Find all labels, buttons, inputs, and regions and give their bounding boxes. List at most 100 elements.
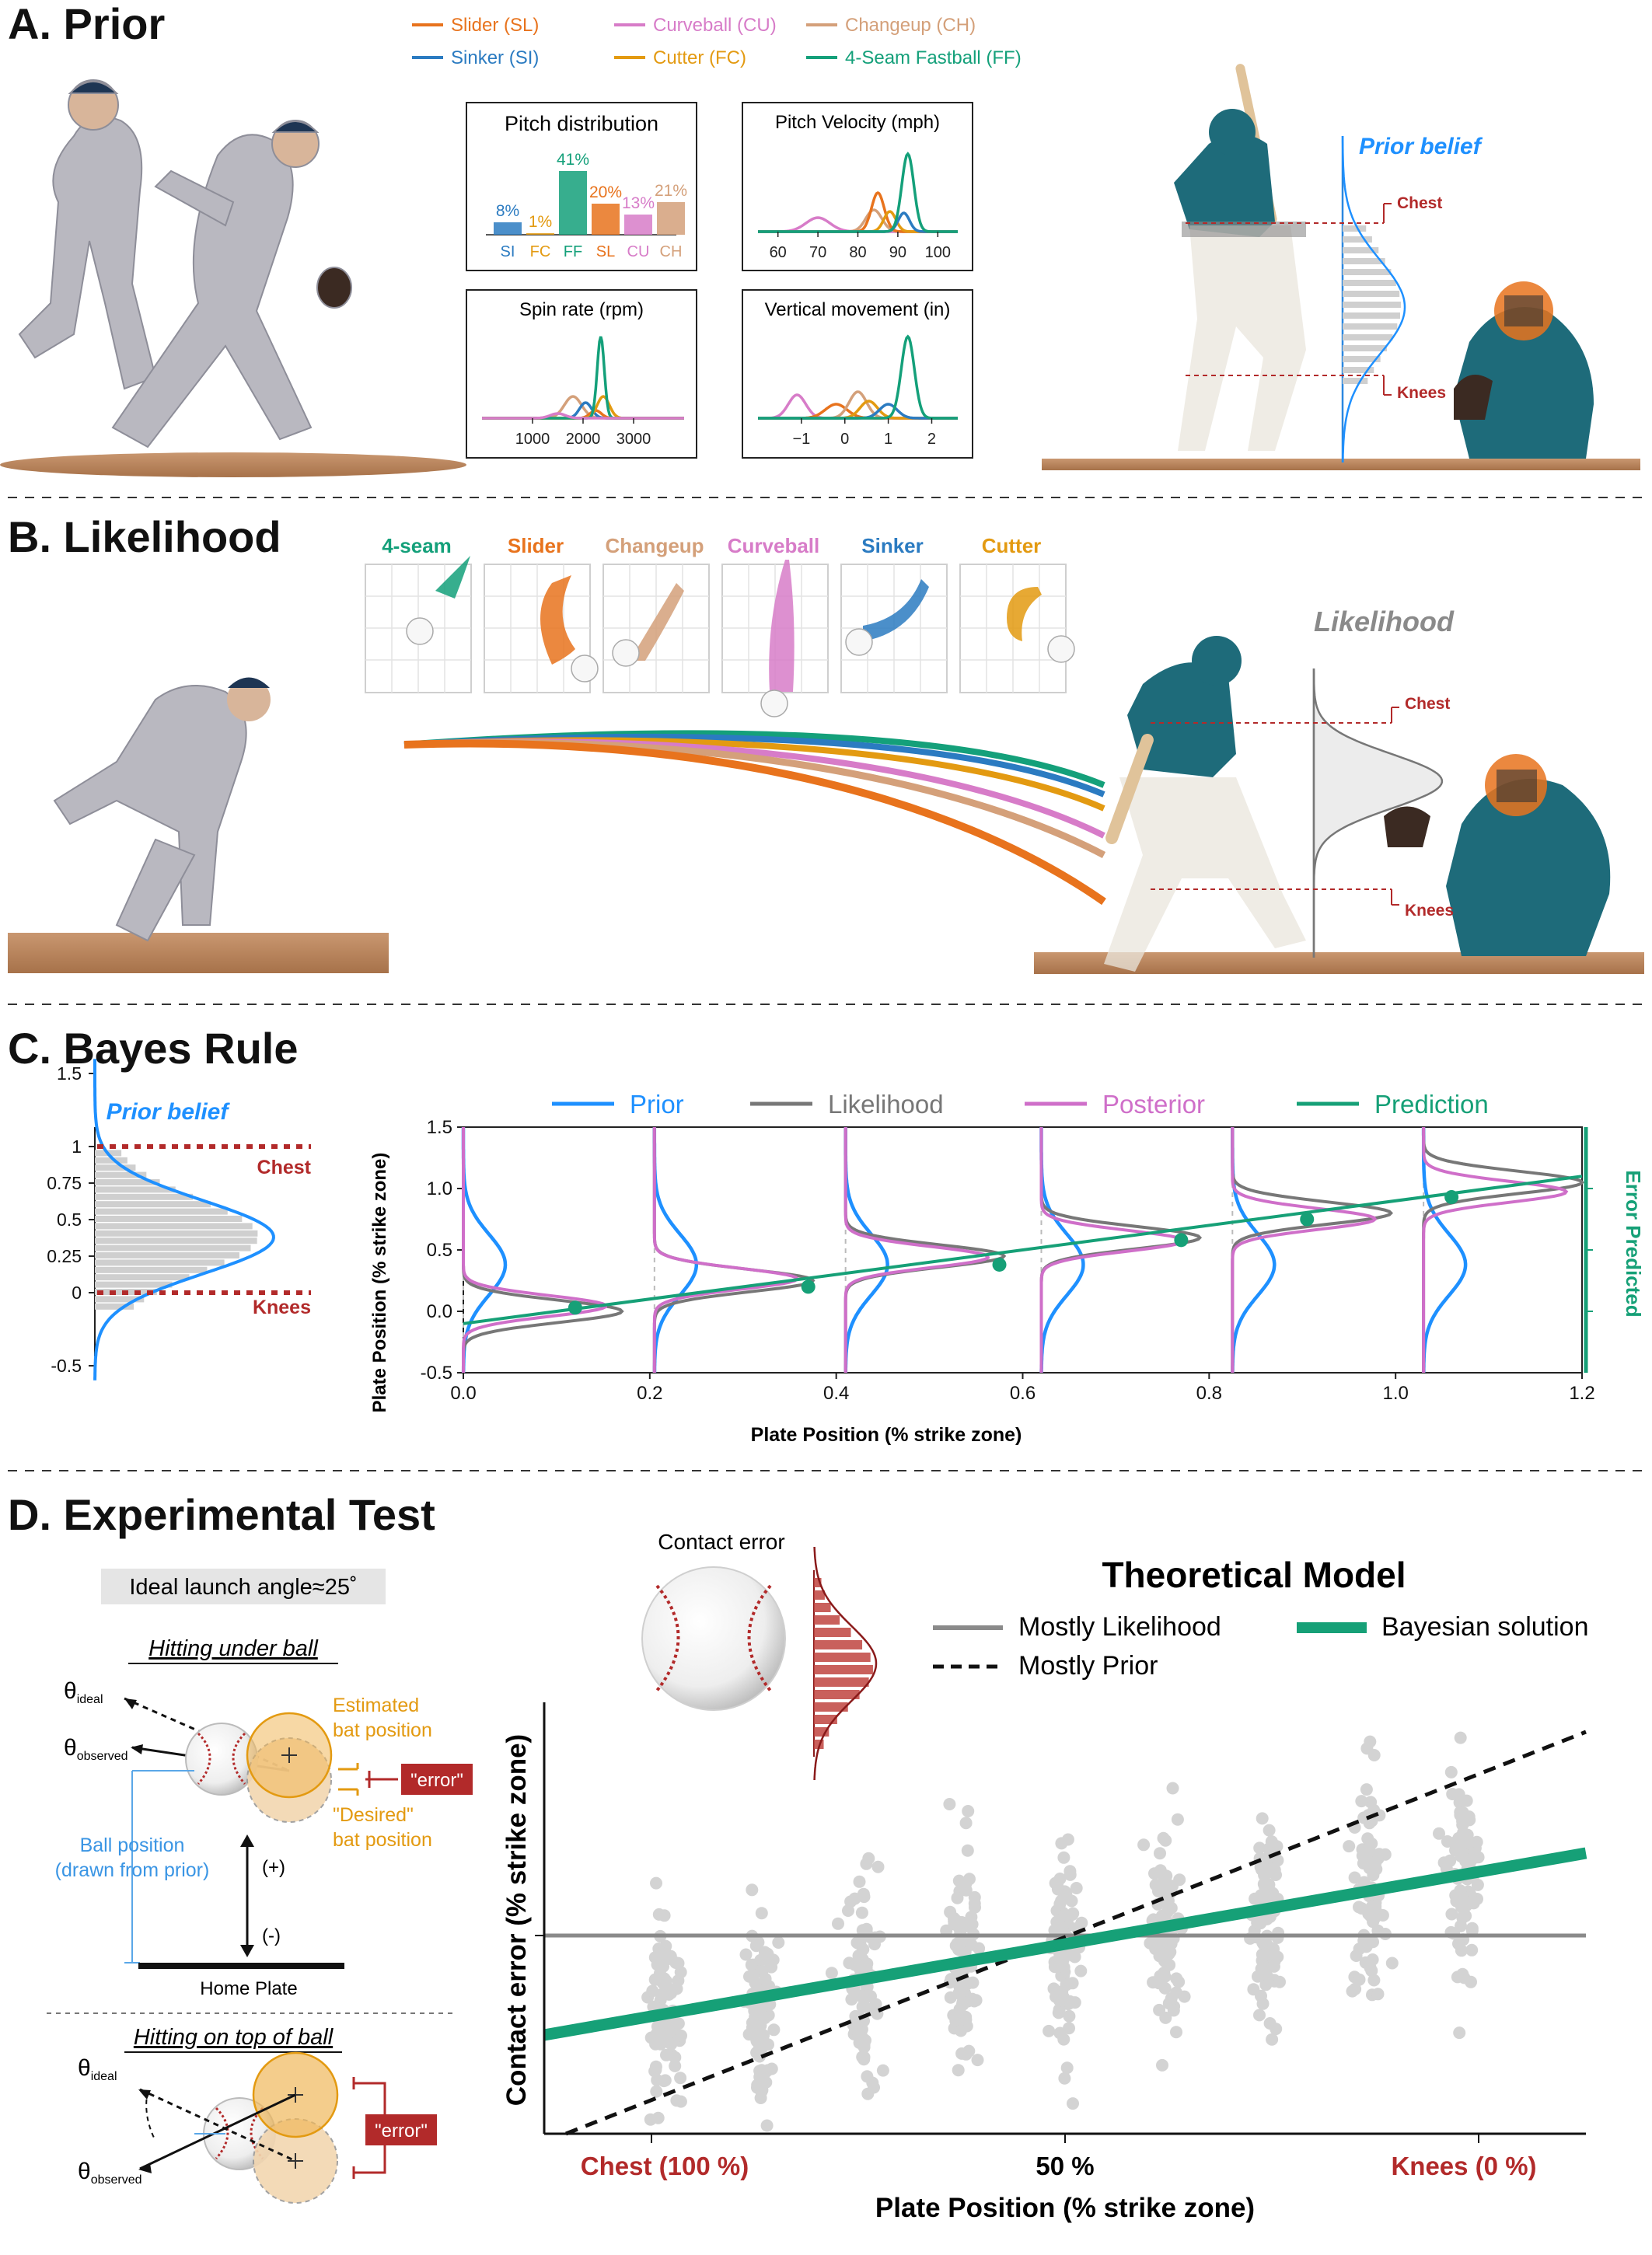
contact-error-bar <box>814 1590 825 1600</box>
bar-label-SI: SI <box>501 243 515 260</box>
small-prior-tick-label: 0 <box>72 1283 82 1303</box>
batter-photo-b <box>1034 636 1644 974</box>
pitch-trajectories <box>403 730 1106 906</box>
bayes-y-tick-label: 0.0 <box>427 1301 452 1322</box>
posterior-curve <box>1039 1127 1186 1373</box>
prior-histogram-bar <box>95 1259 225 1266</box>
vertical-curve-fastball <box>758 334 958 420</box>
scatter-point <box>765 2062 778 2075</box>
scatter-point <box>648 2065 662 2078</box>
section-title-c: C. Bayes Rule <box>8 1024 299 1073</box>
scatter-point <box>1445 1908 1458 1921</box>
scatter-point <box>1349 1982 1362 1995</box>
scatter-point <box>1463 1813 1476 1827</box>
scatter-point <box>1149 1943 1162 1956</box>
spin-rate-chart: Spin rate (rpm) 1000 2000 3000 <box>466 289 697 459</box>
scatter-point <box>1067 1907 1080 1920</box>
batter-photo-a <box>1042 64 1640 470</box>
scatter-point <box>856 2031 869 2044</box>
scatter-point <box>651 2037 665 2050</box>
scatter-point <box>754 2092 767 2104</box>
scatter-point <box>832 1917 844 1930</box>
contact-error-bar <box>814 1615 840 1625</box>
chest-label-b: Chest <box>1405 695 1450 713</box>
theoretical-model-title: Theoretical Model <box>1102 1555 1406 1595</box>
under-ball-title: Hitting under ball <box>148 1636 319 1661</box>
prior-histogram-bar <box>95 1216 243 1222</box>
hitting-on-top-diagram: Hitting on top of ball θideal θobserved … <box>78 2025 437 2204</box>
scatter-point <box>1060 2061 1074 2075</box>
scatter-point <box>1271 1931 1284 1944</box>
chest-label-c: Chest <box>257 1157 312 1178</box>
prior-histogram-bar <box>95 1281 173 1288</box>
bayes-legend: Prior Likelihood Posterior Prediction <box>552 1090 1489 1119</box>
posterior-curve <box>652 1127 799 1373</box>
x-tick-50: 50 % <box>1036 2152 1094 2180</box>
scatter-point <box>650 2085 663 2098</box>
scatter-point <box>1057 1851 1070 1864</box>
likelihood-curve <box>462 1127 624 1373</box>
posterior-curve <box>1231 1127 1378 1373</box>
scatter-point <box>1253 2009 1266 2022</box>
bar-value-FC: 1% <box>529 213 552 231</box>
knees-label-b: Knees <box>1405 902 1454 920</box>
scatter-point <box>1173 1873 1186 1887</box>
scatter-point <box>1047 1982 1060 1995</box>
section-title-b: B. Likelihood <box>8 512 281 561</box>
error-label-top: "error" <box>375 2121 428 2142</box>
scatter-point <box>1364 1859 1377 1872</box>
legend-mostly-likelihood: Mostly Likelihood <box>1018 1612 1221 1642</box>
scatter-point <box>1263 2017 1277 2030</box>
scatter-point <box>1452 1788 1465 1801</box>
bayes-legend-label: Prediction <box>1374 1090 1489 1119</box>
prior-histogram-bar <box>95 1237 257 1244</box>
scatter-point <box>871 1860 885 1873</box>
scatter-point <box>660 2048 672 2061</box>
velocity-tick-label: 60 <box>770 244 787 261</box>
bar-SL <box>592 204 620 235</box>
bayes-x-tick-label: 0.0 <box>450 1383 476 1404</box>
scatter-point <box>1252 1970 1264 1983</box>
prior-histogram-bar <box>95 1208 228 1215</box>
scatter-point <box>1074 1964 1088 1977</box>
prediction-point <box>1444 1190 1459 1205</box>
scatter-point <box>966 1976 980 1989</box>
scatter-point <box>1153 2003 1166 2016</box>
small-prior-tick-label: 1 <box>72 1136 82 1157</box>
ideal-launch-angle-box: Ideal launch angle≈25˚ <box>101 1569 386 1604</box>
scatter-point <box>1463 1895 1476 1908</box>
contact-error-bar <box>814 1677 869 1687</box>
legend-label-fastball: 4-Seam Fastball (FF) <box>845 47 1022 68</box>
pitch-trail-cutter <box>1007 587 1042 641</box>
bayes-x-tick-label: 1.2 <box>1569 1383 1594 1404</box>
prior-belief-strip-a: Prior belief Chest Knees <box>1186 134 1483 463</box>
scatter-point <box>955 2024 967 2037</box>
catcher-photo-a <box>1454 281 1594 459</box>
posterior-curve <box>843 1127 990 1373</box>
contact-error-bar <box>814 1702 848 1712</box>
prior-histogram-bar <box>1343 378 1368 384</box>
scatter-point <box>1061 1833 1074 1846</box>
scatter-point <box>1155 1909 1168 1922</box>
scatter-point <box>1266 2033 1279 2046</box>
scatter-point <box>857 1887 870 1901</box>
scatter-point <box>1043 2024 1056 2037</box>
bar-value-SL: 20% <box>589 183 622 201</box>
contact-error-bar <box>814 1603 831 1612</box>
bar-value-FF: 41% <box>557 151 589 169</box>
bar-label-CH: CH <box>660 243 683 260</box>
likelihood-strip-b: Likelihood Chest Knees <box>1151 606 1455 958</box>
scatter-point <box>1364 1796 1378 1809</box>
posterior-curve <box>1422 1127 1569 1373</box>
scatter-point <box>1170 1972 1183 1985</box>
scatter-point <box>652 1908 665 1921</box>
prior-curve <box>1421 1127 1468 1373</box>
likelihood-curve <box>652 1127 816 1373</box>
spin-tick-label: 2000 <box>566 431 601 448</box>
small-prior-tick-label: 1.5 <box>57 1063 82 1084</box>
prior-histogram-bar <box>1343 323 1398 330</box>
scatter-point <box>857 1943 870 1956</box>
scatter-point <box>1063 1868 1077 1881</box>
scatter-point <box>1068 1950 1081 1964</box>
scatter-point <box>1058 2072 1071 2085</box>
